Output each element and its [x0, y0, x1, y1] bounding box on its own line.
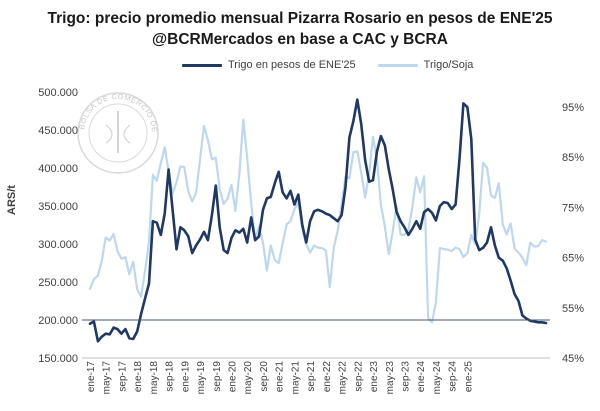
y-tick-label: 150.000: [38, 353, 78, 365]
x-tick-label: ene-19: [180, 361, 191, 393]
x-tick-label: may-23: [385, 361, 396, 395]
x-tick-label: sep-18: [165, 361, 176, 392]
x-tick-label: sep-17: [117, 361, 128, 392]
series-layer: [88, 98, 548, 343]
x-tick-label: may-21: [290, 361, 301, 395]
x-tick-label: ene-22: [322, 361, 333, 393]
x-tick-label: may-18: [149, 361, 160, 395]
x-tick-label: may-17: [102, 361, 113, 395]
legend-swatch-ratio: [377, 63, 418, 67]
x-tick-label: sep-23: [400, 361, 411, 392]
y-tick-label: 350.000: [38, 201, 78, 213]
legend-swatch-pesos: [182, 63, 222, 67]
axis-layer: 150.000 200.000 250.000 300.000 350.000 400.0…: [38, 87, 584, 394]
x-tick-label: ene-18: [133, 361, 144, 393]
x-tick-label: ene-23: [369, 361, 380, 393]
legend-label-ratio: Trigo/Soja: [423, 59, 474, 71]
x-tick-label: sep-21: [306, 361, 317, 392]
seal-snakes: [105, 124, 131, 144]
x-tick-label: ene-21: [275, 361, 286, 393]
y2-tick-label: 95%: [562, 102, 584, 114]
x-tick-label: may-22: [338, 361, 349, 395]
x-tick-label: sep-24: [448, 361, 459, 392]
x-tick-label: sep-22: [353, 361, 364, 392]
series-line-trigo-soja: [88, 118, 548, 324]
x-tick-label: ene-25: [463, 361, 474, 393]
y-tick-label: 400.000: [38, 163, 78, 175]
seal-text: BOLSA DE COMERCIO DE ROSARIO: [0, 0, 159, 133]
y-tick-label: 500.000: [38, 87, 78, 99]
y-tick-label: 200.000: [38, 315, 78, 327]
watermark-seal: BOLSA DE COMERCIO DE ROSARIO: [0, 0, 159, 174]
x-tick-label: sep-20: [259, 361, 270, 392]
y2-tick-label: 55%: [562, 303, 584, 315]
y2-tick-label: 75%: [562, 202, 584, 214]
y2-tick-label: 85%: [562, 152, 584, 164]
y-tick-label: 300.000: [38, 239, 78, 251]
legend-label-pesos: Trigo en pesos de ENE'25: [228, 59, 356, 71]
x-tick-label: ene-17: [86, 361, 97, 393]
y-tick-label: 450.000: [38, 125, 78, 137]
series-line-trigo-pesos: [88, 98, 548, 343]
y2-tick-label: 65%: [562, 253, 584, 265]
legend-item-pesos: Trigo en pesos de ENE'25: [182, 59, 356, 71]
y2-tick-label: 45%: [562, 353, 584, 365]
seal-outer-ring: [77, 92, 159, 174]
chart-subtitle: @BCRMercados en base a CAC y BCRA: [152, 31, 448, 48]
y-tick-label: 250.000: [38, 277, 78, 289]
x-tick-label: ene-20: [228, 361, 239, 393]
chart-title: Trigo: precio promedio mensual Pizarra R…: [47, 10, 553, 27]
seal-inner-ring: [88, 103, 148, 163]
x-tick-label: may-19: [196, 361, 207, 395]
x-tick-label: sep-19: [212, 361, 223, 392]
x-tick-label: may-24: [432, 361, 443, 395]
legend-item-ratio: Trigo/Soja: [377, 59, 474, 71]
legend: Trigo en pesos de ENE'25 Trigo/Soja: [182, 59, 495, 71]
x-tick-label: ene-24: [416, 361, 427, 393]
x-tick-label: may-20: [243, 361, 254, 395]
